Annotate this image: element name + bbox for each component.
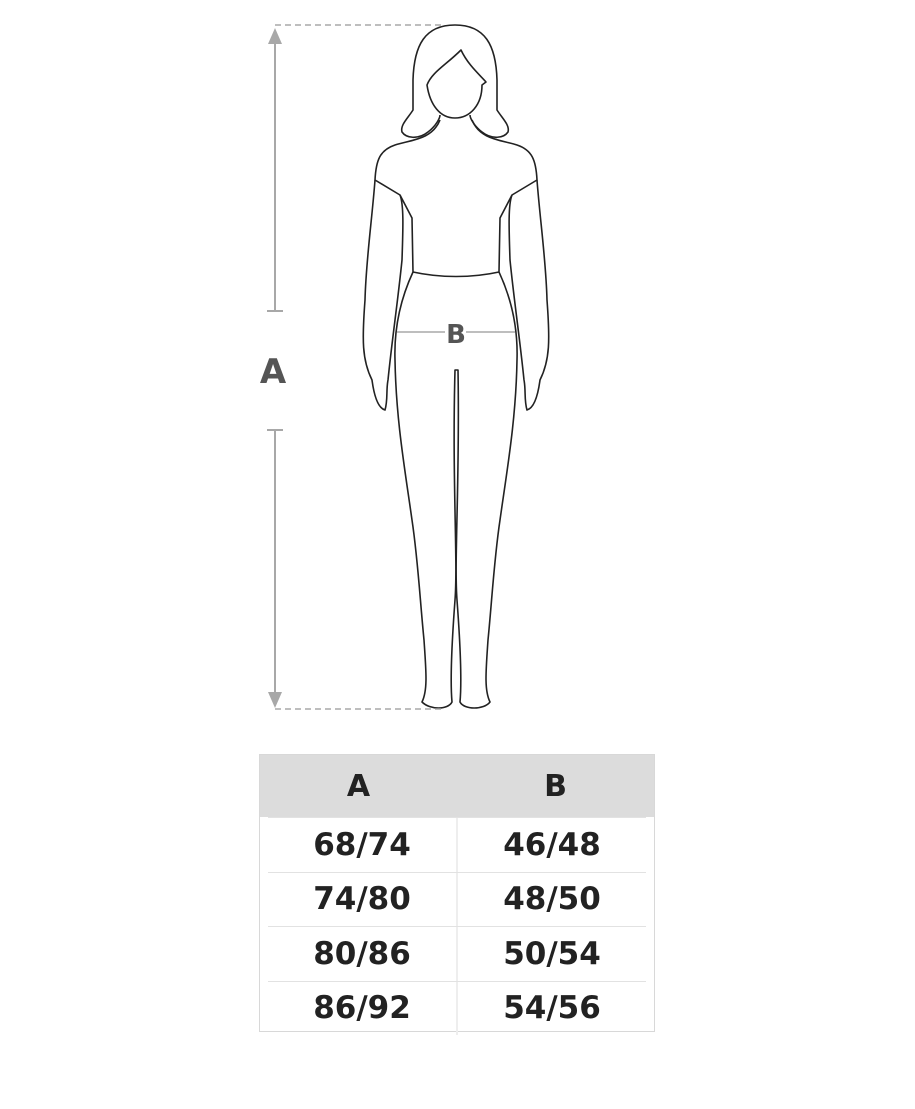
size-table-header: A B — [260, 755, 654, 817]
hair-outline — [400, 24, 456, 139]
arrow-down-icon — [268, 692, 282, 708]
cell-b: 48/50 — [503, 881, 601, 918]
left-arm — [362, 179, 404, 411]
hair-outline-right — [454, 24, 510, 139]
body-measurement-figure: A B — [260, 24, 550, 710]
table-row: 68/74 46/48 — [268, 817, 646, 872]
label-b: B — [446, 320, 466, 350]
cell-a: 86/92 — [268, 981, 458, 1035]
label-a: A — [260, 352, 287, 392]
waist-line — [412, 271, 500, 278]
cell-b: 54/56 — [503, 990, 601, 1027]
torso-legs-outline — [374, 119, 538, 709]
face-outline — [426, 49, 487, 119]
cell-a: 68/74 — [268, 818, 458, 872]
cell-a: 80/86 — [268, 927, 458, 981]
size-table: A B 68/74 46/48 74/80 48/50 80/86 50/54 … — [259, 754, 655, 1035]
table-row: 86/92 54/56 — [268, 980, 646, 1035]
arrow-up-icon — [268, 28, 282, 44]
cell-a: 74/80 — [268, 872, 458, 926]
header-b: B — [544, 768, 567, 804]
table-row: 80/86 50/54 — [268, 926, 646, 981]
header-a: A — [346, 768, 371, 804]
right-arm — [508, 179, 550, 411]
cell-b: 46/48 — [503, 826, 601, 863]
cell-b: 50/54 — [503, 935, 601, 972]
table-row: 74/80 48/50 — [268, 871, 646, 926]
